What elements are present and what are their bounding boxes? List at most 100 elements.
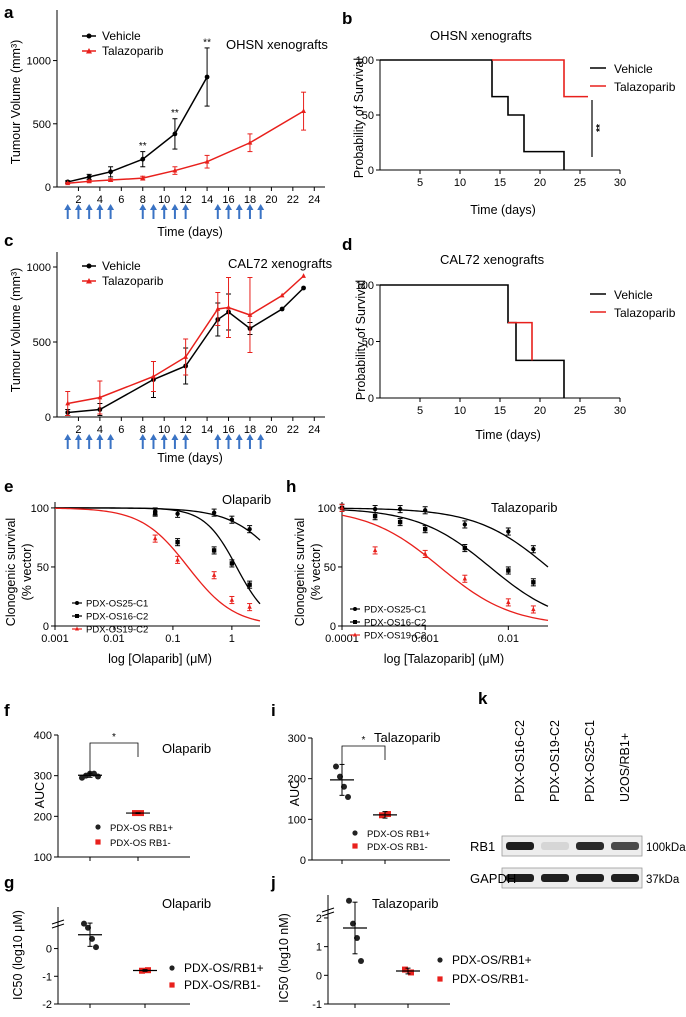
survival-curve-vehicle <box>380 284 565 398</box>
data-point <box>247 604 252 609</box>
panel-d: d 5 10 15 20 25 30 0 50 100 CAL72 xenografts Tim… <box>342 235 676 442</box>
panel-label-e: e <box>4 477 13 496</box>
x-tick-label: 4 <box>97 424 103 436</box>
x-tick-label: 20 <box>534 405 546 417</box>
data-point <box>506 529 511 534</box>
y-tick-label: 0 <box>45 412 51 424</box>
legend-label-vehicle: Vehicle <box>102 29 141 43</box>
data-point <box>65 180 71 186</box>
band <box>611 842 639 850</box>
legend-label-talazoparib: Talazoparib <box>614 306 676 320</box>
data-point <box>422 551 428 556</box>
lane-label: U2OS/RB1+ <box>618 733 632 802</box>
data-point <box>152 535 158 541</box>
x-tick-label: 10 <box>454 405 466 417</box>
dosing-arrow-head <box>246 204 254 210</box>
dosing-arrow-head <box>85 434 93 440</box>
ylabel-line-1: Clonogenic survival <box>4 518 18 626</box>
data-point <box>229 561 235 566</box>
panel-i: i 0 100 200 300 * Talazoparib AUC PDX-OS RB… <box>271 701 450 867</box>
panel-i-legend: PDX-OS RB1+ PDX-OS RB1- <box>352 829 431 853</box>
y-tick-label: 50 <box>324 562 336 574</box>
x-tick-label: 24 <box>308 424 320 436</box>
x-tick-label: 4 <box>97 194 103 206</box>
western-blot: PDX-OS16-C2 PDX-OS19-C2 PDX-OS25-C1 U2OS/RB… <box>470 720 686 889</box>
panel-f-axes: 100 200 300 400 <box>34 730 190 864</box>
x-tick-label: 15 <box>494 405 506 417</box>
panel-d-axes: 5 10 15 20 25 30 0 50 100 <box>356 280 626 417</box>
panel-h-legend: PDX-OS25-C1 PDX-OS16-C2 PDX-OS19-C2 <box>350 605 426 642</box>
panel-d-marks <box>380 284 565 398</box>
data-point <box>204 74 210 80</box>
data-point <box>65 400 71 406</box>
x-tick-label: 25 <box>574 405 586 417</box>
data-point <box>108 177 113 182</box>
data-point <box>86 178 92 184</box>
legend-marker <box>437 976 443 982</box>
data-point <box>506 568 511 573</box>
data-point <box>506 599 511 605</box>
panel-e-legend: PDX-OS25-C1 PDX-OS16-C2 PDX-OS19-C2 <box>72 599 148 636</box>
y-tick-label: 100 <box>34 852 52 864</box>
panel-a-legend: Vehicle Talazoparib <box>82 29 164 58</box>
panel-c-title: CAL72 xenografts <box>228 256 333 271</box>
data-point <box>339 505 345 510</box>
panel-label-b: b <box>342 9 352 28</box>
legend-marker <box>352 843 358 849</box>
panel-label-g: g <box>4 873 14 892</box>
data-point <box>81 920 87 927</box>
legend-marker <box>169 982 175 988</box>
panel-h-ylabel: Clonogenic survival (% vector) <box>293 518 323 626</box>
panel-e-axes: 0.001 0.01 0.1 1 0 50 100 <box>31 502 260 645</box>
dosing-arrow-head <box>182 434 190 440</box>
axis-break <box>321 907 335 913</box>
dosing-arrow-head <box>160 434 168 440</box>
legend-marker-vehicle <box>86 263 92 269</box>
legend-label-vehicle: Vehicle <box>614 288 653 302</box>
panel-i-axes: 0 100 200 300 <box>288 733 450 867</box>
data-point <box>462 545 468 551</box>
data-point <box>333 763 339 770</box>
fit-curve-pdx-os16-c2 <box>54 507 261 605</box>
x-tick-label: 18 <box>244 424 256 436</box>
x-tick-label: 1 <box>229 633 235 645</box>
data-point <box>247 582 252 587</box>
dosing-arrow-head <box>96 434 104 440</box>
panel-a-ylabel: Tumour Volume (mm³) <box>9 40 23 165</box>
data-point <box>422 508 428 513</box>
blot-strip-gapdh <box>501 867 643 889</box>
legend-label: PDX-OS16-C2 <box>364 618 426 629</box>
legend-label: PDX-OS RB1- <box>367 842 428 853</box>
x-tick-label: 10 <box>158 194 170 206</box>
y-tick-label: 1 <box>316 942 322 954</box>
data-point <box>346 897 352 904</box>
x-tick-label: 22 <box>287 194 299 206</box>
x-tick-label: 18 <box>244 194 256 206</box>
y-tick-label: -1 <box>312 999 322 1011</box>
panel-g-ylabel: IC50 (log10 μM) <box>11 910 25 1000</box>
x-tick-label: 14 <box>201 194 213 206</box>
legend-marker <box>75 601 79 605</box>
y-tick-label: 400 <box>34 730 52 742</box>
y-tick-label: 0 <box>368 165 374 177</box>
y-tick-label: 0 <box>46 944 52 956</box>
panel-e-marks <box>54 507 261 622</box>
y-tick-label: 500 <box>33 119 51 131</box>
legend-label: PDX-OS25-C1 <box>364 605 426 616</box>
legend-marker-talazoparib <box>86 48 92 54</box>
x-tick-label: 2 <box>75 194 81 206</box>
data-point <box>215 306 221 311</box>
y-tick-label: 0 <box>43 621 49 633</box>
data-point <box>301 285 306 291</box>
x-tick-label: 30 <box>614 405 626 417</box>
legend-marker <box>169 965 175 971</box>
panel-g-axes: -2 -1 0 <box>42 907 190 1011</box>
data-point <box>279 292 285 298</box>
dosing-arrow-head <box>225 434 233 440</box>
data-point <box>108 169 113 175</box>
legend-marker-vehicle <box>86 33 92 39</box>
dosing-arrow-head <box>171 204 179 210</box>
data-point <box>372 506 378 512</box>
